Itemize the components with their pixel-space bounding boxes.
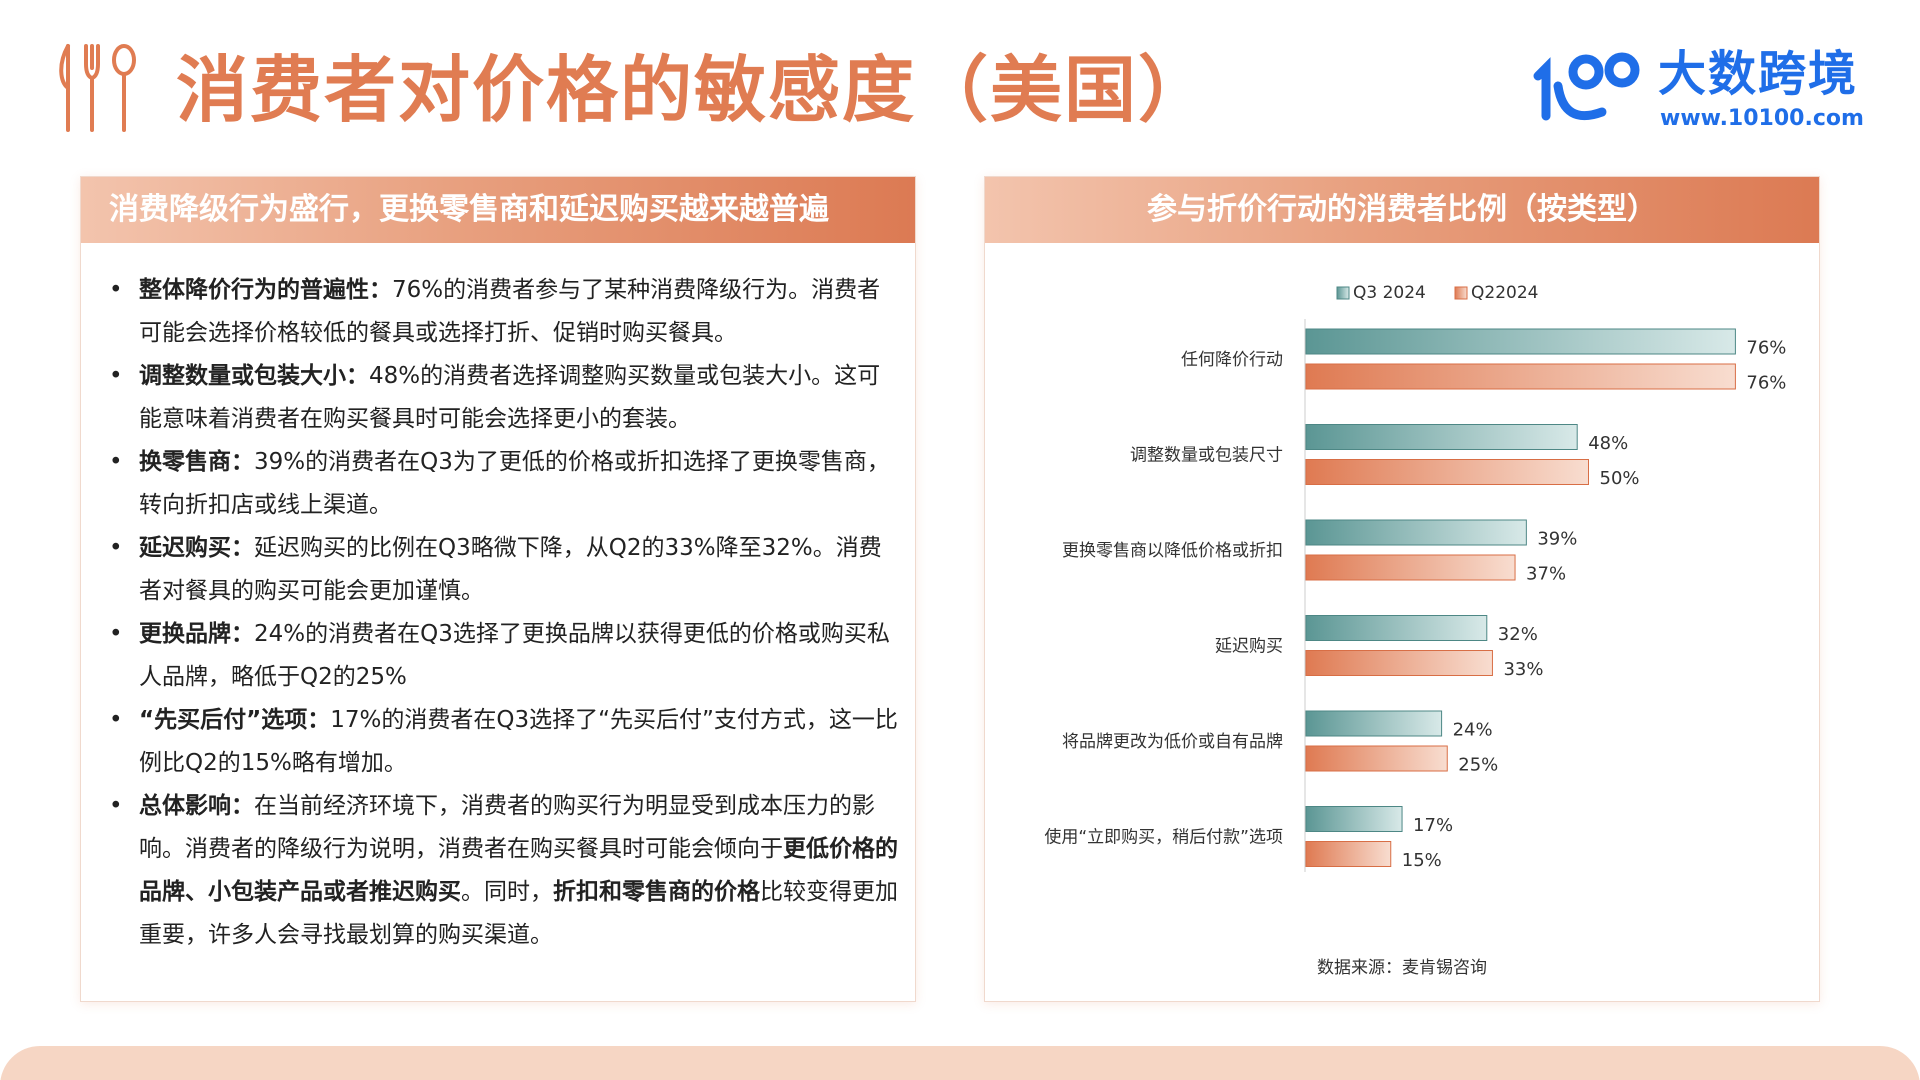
legend-swatch bbox=[1454, 286, 1468, 300]
category-label: 使用“立即购买，稍后付款”选项 bbox=[1044, 827, 1283, 848]
bullet-label: 延迟购买： bbox=[139, 535, 254, 561]
summary-panel: 消费降级行为盛行，更换零售商和延迟购买越来越普遍 整体降价行为的普遍性：76%的… bbox=[80, 176, 916, 1002]
legend-label: Q22024 bbox=[1471, 283, 1538, 303]
bar bbox=[1305, 554, 1516, 581]
legend-label: Q3 2024 bbox=[1353, 283, 1426, 303]
bullet-emphasis: 更低价格的品牌、小包装产品或者推迟购买 bbox=[139, 836, 898, 905]
bullet-label: 换零售商： bbox=[139, 449, 254, 475]
data-label: 39% bbox=[1537, 529, 1577, 550]
list-item: 更换品牌：24%的消费者在Q3选择了更换品牌以获得更低的价格或购买私人品牌，略低… bbox=[109, 613, 899, 699]
bar bbox=[1305, 841, 1392, 867]
bullet-text: 在当前经济环境下，消费者的购买行为明显受到成本压力的影响。消费者的降级行为说明，… bbox=[139, 793, 875, 862]
bar bbox=[1305, 806, 1403, 832]
category-label: 延迟购买 bbox=[1215, 637, 1283, 657]
data-label: 24% bbox=[1453, 720, 1493, 741]
bullet-text: 39%的消费者在Q3为了更低的价格或折扣选择了更换零售商，转向折扣店或线上渠道。 bbox=[139, 449, 890, 518]
category-label: 将品牌更改为低价或自有品牌 bbox=[1062, 732, 1283, 752]
list-item: 调整数量或包装大小：48%的消费者选择调整购买数量或包装大小。这可能意味着消费者… bbox=[109, 355, 899, 441]
bullet-label: 调整数量或包装大小： bbox=[139, 363, 369, 389]
bar bbox=[1305, 745, 1448, 772]
chart-panel: 参与折价行动的消费者比例（按类型） Q3 2024 Q22024 任何降价行动 76%… bbox=[984, 176, 1820, 1002]
bar bbox=[1305, 519, 1527, 546]
list-item: 整体降价行为的普遍性：76%的消费者参与了某种消费降级行为。消费者可能会选择价格… bbox=[109, 269, 899, 355]
category-label: 调整数量或包装尺寸 bbox=[1130, 446, 1283, 466]
data-label: 32% bbox=[1498, 624, 1538, 645]
bullet-label: 更换品牌： bbox=[139, 621, 254, 647]
bullet-emphasis: 折扣和零售商的价格 bbox=[553, 879, 760, 905]
bullet-label: 整体降价行为的普遍性： bbox=[139, 277, 392, 303]
list-item: 总体影响：在当前经济环境下，消费者的购买行为明显受到成本压力的影响。消费者的降级… bbox=[109, 785, 899, 957]
bar bbox=[1305, 615, 1488, 641]
bullet-text: 17%的消费者在Q3选择了“先买后付”支付方式，这一比例比Q2的15%略有增加。 bbox=[139, 707, 898, 776]
chart-panel-header: 参与折价行动的消费者比例（按类型） bbox=[985, 177, 1819, 243]
list-item: “先买后付”选项：17%的消费者在Q3选择了“先买后付”支付方式，这一比例比Q2… bbox=[109, 699, 899, 785]
source-note: 数据来源：麦肯锡咨询 bbox=[1317, 958, 1487, 978]
data-label: 48% bbox=[1588, 433, 1628, 454]
bar bbox=[1305, 328, 1736, 355]
page-title: 消费者对价格的敏感度（美国） bbox=[176, 48, 1213, 132]
bar bbox=[1305, 363, 1736, 390]
summary-panel-header: 消费降级行为盛行，更换零售商和延迟购买越来越普遍 bbox=[81, 177, 915, 243]
logo-name: 大数跨境 bbox=[1658, 46, 1859, 102]
data-label: 15% bbox=[1402, 850, 1442, 871]
data-label: 37% bbox=[1526, 564, 1566, 585]
bottom-band bbox=[0, 1046, 1920, 1080]
category-label: 任何降价行动 bbox=[1181, 350, 1283, 370]
legend-swatch bbox=[1336, 286, 1350, 300]
bullet-text: 延迟购买的比例在Q3略微下降，从Q2的33%降至32%。消费者对餐具的购买可能会… bbox=[139, 535, 882, 604]
data-label: 50% bbox=[1600, 468, 1640, 489]
bullet-label: “先买后付”选项： bbox=[139, 707, 331, 733]
data-label: 33% bbox=[1503, 659, 1543, 680]
bar bbox=[1305, 710, 1443, 737]
bar bbox=[1305, 459, 1589, 485]
bullet-text: 24%的消费者在Q3选择了更换品牌以获得更低的价格或购买私人品牌，略低于Q2的2… bbox=[139, 621, 890, 690]
list-item: 延迟购买：延迟购买的比例在Q3略微下降，从Q2的33%降至32%。消费者对餐具的… bbox=[109, 527, 899, 613]
summary-list: 整体降价行为的普遍性：76%的消费者参与了某种消费降级行为。消费者可能会选择价格… bbox=[109, 269, 899, 957]
data-label: 17% bbox=[1413, 815, 1453, 836]
logo-url[interactable]: www.10100.com bbox=[1660, 106, 1864, 131]
bullet-text: 比较变得更加重要，许多人会寻找最划算的购买渠道。 bbox=[139, 879, 898, 948]
bullet-text: 48%的消费者选择调整购买数量或包装大小。这可能意味着消费者在购买餐具时可能会选… bbox=[139, 363, 881, 432]
category-label: 更换零售商以降低价格或折扣 bbox=[1062, 541, 1283, 561]
logo-mark-icon bbox=[1533, 52, 1640, 121]
data-label: 76% bbox=[1746, 373, 1786, 394]
bar bbox=[1305, 650, 1493, 676]
data-label: 25% bbox=[1458, 755, 1498, 776]
data-label: 76% bbox=[1746, 338, 1786, 359]
utensils-icon bbox=[59, 44, 136, 132]
list-item: 换零售商：39%的消费者在Q3为了更低的价格或折扣选择了更换零售商，转向折扣店或… bbox=[109, 441, 899, 527]
bullet-label: 总体影响： bbox=[139, 793, 254, 819]
bullet-text: 。同时， bbox=[461, 879, 553, 905]
brand-logo[interactable]: 大数跨境 www.10100.com bbox=[1528, 46, 1868, 138]
bar-chart: Q3 2024 Q22024 任何降价行动 76% 76% 调整数量或包装尺寸 48% 50%… bbox=[1044, 283, 1786, 978]
bullet-text: 76%的消费者参与了某种消费降级行为。消费者可能会选择价格较低的餐具或选择打折、… bbox=[139, 277, 881, 346]
bar bbox=[1305, 424, 1578, 450]
